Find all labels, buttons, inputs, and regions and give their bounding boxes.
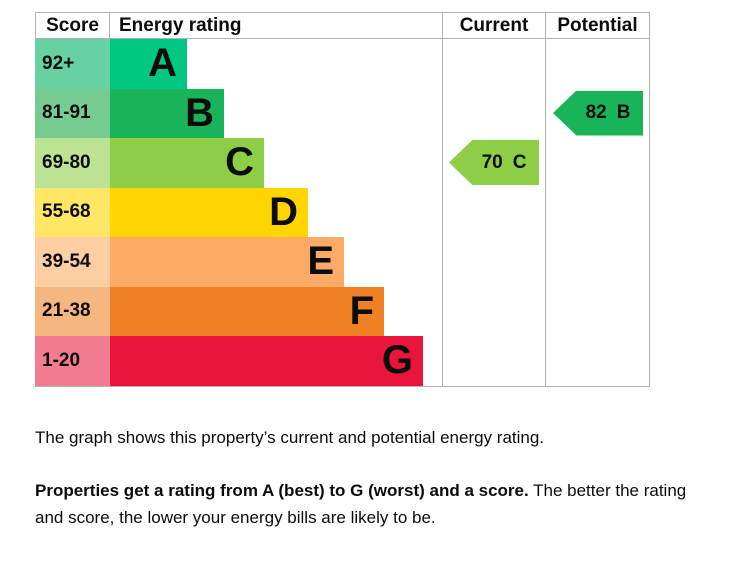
band-row: 1-20 G — [35, 336, 443, 386]
header-score: Score — [35, 13, 110, 38]
band-bar: D — [110, 187, 308, 237]
header-potential: Potential — [546, 13, 650, 38]
current-score-value: 70 — [481, 151, 503, 173]
band-rows: 92+ A 81-91 B 69-80 C 55-68 D 39-54 E 21… — [35, 39, 443, 386]
rating-explanation-bold: Properties get a rating from A (best) to… — [35, 480, 529, 500]
band-score-cell: 69-80 — [35, 138, 110, 188]
band-bar: A — [110, 39, 187, 89]
band-row: 81-91 B — [35, 88, 443, 138]
band-row: 92+ A — [35, 39, 443, 89]
rating-explanation-text: Properties get a rating from A (best) to… — [35, 477, 695, 531]
potential-rating-letter: B — [616, 102, 631, 123]
band-score-cell: 81-91 — [35, 88, 110, 138]
chart-header-row: Score Energy rating Current Potential — [35, 12, 650, 39]
potential-score-value: 82 — [585, 102, 607, 123]
band-row: 69-80 C — [35, 138, 443, 188]
potential-column: 82 B — [546, 39, 650, 386]
current-rating-arrow: 70 C — [449, 140, 539, 185]
epc-rating-chart: Score Energy rating Current Potential 92… — [35, 12, 650, 387]
band-score-cell: 39-54 — [35, 237, 110, 287]
chart-body: 92+ A 81-91 B 69-80 C 55-68 D 39-54 E 21… — [35, 39, 650, 387]
rating-explanation-rest: The better the rating and score, the low… — [35, 480, 687, 527]
band-bar: F — [110, 286, 384, 336]
band-bar: G — [110, 336, 423, 386]
band-row: 39-54 E — [35, 237, 443, 287]
band-score-cell: 92+ — [35, 39, 110, 89]
band-score-cell: 55-68 — [35, 187, 110, 237]
current-rating-letter: C — [512, 151, 527, 173]
graph-description-text: The graph shows this property’s current … — [35, 427, 545, 447]
current-column: 70 C — [442, 39, 546, 386]
band-score-cell: 1-20 — [35, 336, 110, 386]
band-row: 55-68 D — [35, 187, 443, 237]
band-bar: B — [110, 88, 224, 138]
band-score-cell: 21-38 — [35, 286, 110, 336]
band-bar: E — [110, 237, 344, 287]
header-current: Current — [443, 13, 546, 38]
header-energy-rating: Energy rating — [110, 13, 443, 38]
potential-rating-arrow: 82 B — [553, 90, 643, 136]
band-row: 21-38 F — [35, 286, 443, 336]
band-bar: C — [110, 138, 264, 188]
